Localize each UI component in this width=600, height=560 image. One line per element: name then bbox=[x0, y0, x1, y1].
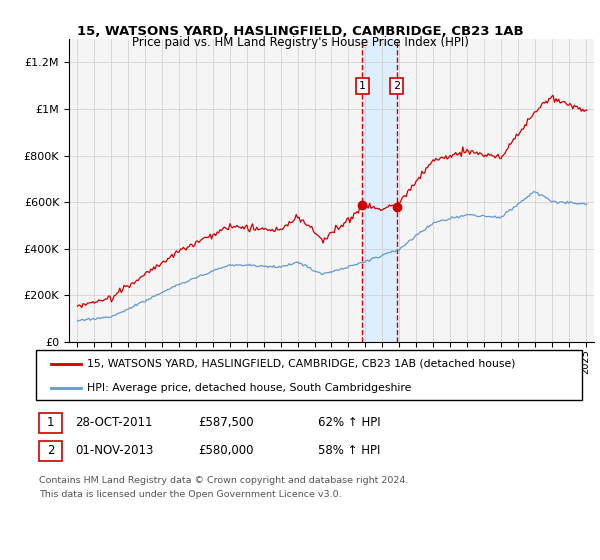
Text: £580,000: £580,000 bbox=[198, 444, 254, 458]
Text: 1: 1 bbox=[359, 81, 366, 91]
Text: This data is licensed under the Open Government Licence v3.0.: This data is licensed under the Open Gov… bbox=[39, 490, 341, 499]
Text: Contains HM Land Registry data © Crown copyright and database right 2024.: Contains HM Land Registry data © Crown c… bbox=[39, 476, 409, 485]
Text: HPI: Average price, detached house, South Cambridgeshire: HPI: Average price, detached house, Sout… bbox=[87, 382, 412, 393]
Text: 58% ↑ HPI: 58% ↑ HPI bbox=[318, 444, 380, 458]
Text: 2: 2 bbox=[393, 81, 400, 91]
Text: £587,500: £587,500 bbox=[198, 416, 254, 430]
Bar bbox=[362, 39, 397, 342]
Text: 1: 1 bbox=[47, 416, 54, 430]
Text: 62% ↑ HPI: 62% ↑ HPI bbox=[318, 416, 380, 430]
Text: 01-NOV-2013: 01-NOV-2013 bbox=[75, 444, 154, 458]
Text: 28-OCT-2011: 28-OCT-2011 bbox=[75, 416, 152, 430]
Text: 15, WATSONS YARD, HASLINGFIELD, CAMBRIDGE, CB23 1AB: 15, WATSONS YARD, HASLINGFIELD, CAMBRIDG… bbox=[77, 25, 523, 38]
Text: 2: 2 bbox=[47, 444, 54, 458]
Text: 15, WATSONS YARD, HASLINGFIELD, CAMBRIDGE, CB23 1AB (detached house): 15, WATSONS YARD, HASLINGFIELD, CAMBRIDG… bbox=[87, 359, 515, 369]
Text: Price paid vs. HM Land Registry's House Price Index (HPI): Price paid vs. HM Land Registry's House … bbox=[131, 36, 469, 49]
